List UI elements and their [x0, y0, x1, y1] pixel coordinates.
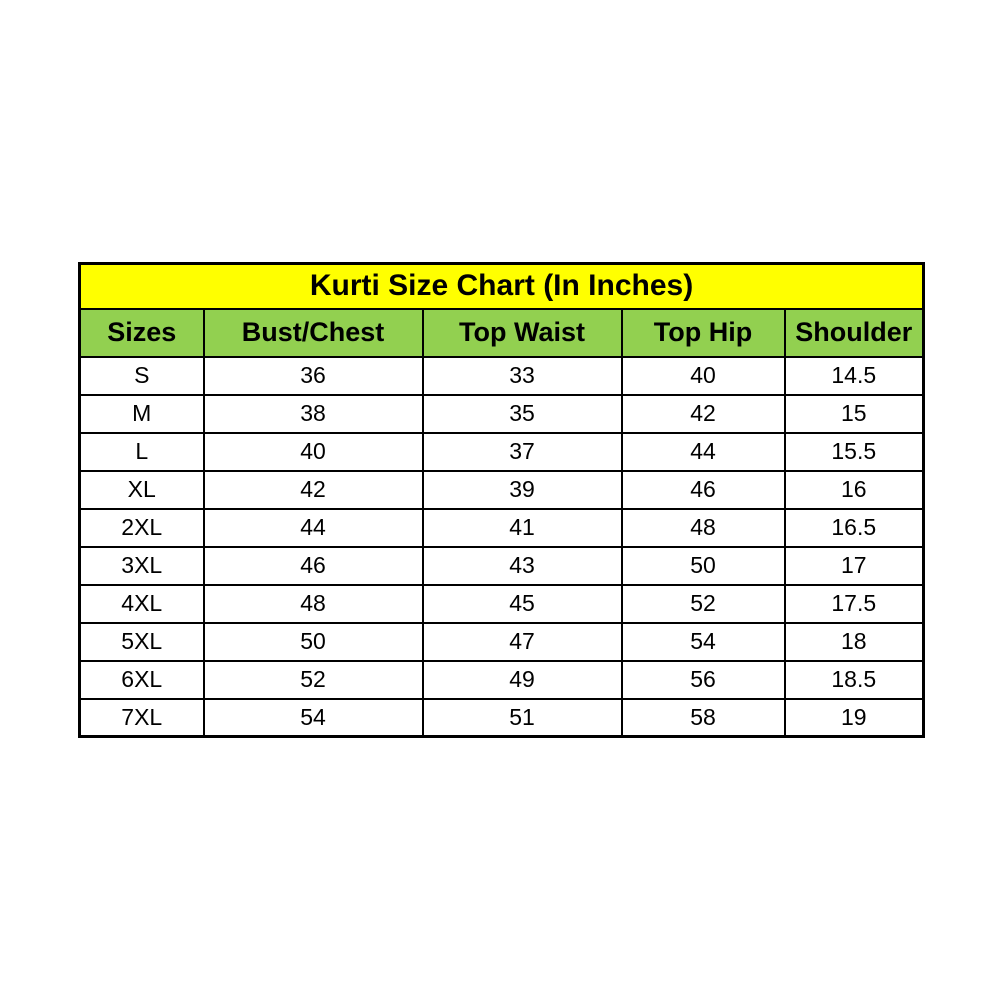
column-header: Top Hip	[620, 307, 786, 358]
size-chart: Kurti Size Chart (In Inches) Sizes Bust/C…	[78, 262, 926, 738]
measurement-cell: 17	[783, 545, 925, 586]
measurement-cell: 45	[421, 583, 623, 624]
measurement-cell: 54	[620, 621, 786, 662]
measurement-cell: 15	[783, 393, 925, 434]
measurement-cell: 43	[421, 545, 623, 586]
table-row: S 36 33 40 14.5	[78, 355, 925, 396]
table-row: 6XL 52 49 56 18.5	[78, 659, 925, 700]
size-cell: L	[78, 431, 205, 472]
measurement-cell: 50	[620, 545, 786, 586]
measurement-cell: 54	[202, 697, 424, 738]
measurement-cell: 42	[620, 393, 786, 434]
size-cell: XL	[78, 469, 205, 510]
size-cell: 7XL	[78, 697, 205, 738]
measurement-cell: 46	[202, 545, 424, 586]
measurement-cell: 47	[421, 621, 623, 662]
measurement-cell: 40	[202, 431, 424, 472]
measurement-cell: 35	[421, 393, 623, 434]
column-header: Bust/Chest	[202, 307, 424, 358]
measurement-cell: 16.5	[783, 507, 925, 548]
measurement-cell: 46	[620, 469, 786, 510]
measurement-cell: 15.5	[783, 431, 925, 472]
title-row: Kurti Size Chart (In Inches)	[78, 262, 925, 310]
table-row: L 40 37 44 15.5	[78, 431, 925, 472]
measurement-cell: 19	[783, 697, 925, 738]
size-cell: 3XL	[78, 545, 205, 586]
size-cell: 4XL	[78, 583, 205, 624]
measurement-cell: 58	[620, 697, 786, 738]
measurement-cell: 38	[202, 393, 424, 434]
table-row: 4XL 48 45 52 17.5	[78, 583, 925, 624]
table-row: 2XL 44 41 48 16.5	[78, 507, 925, 548]
table-body: S 36 33 40 14.5 M 38 35 42 15 L 40 37 44 15.5 XL 42 39 46 1…	[78, 355, 925, 738]
measurement-cell: 14.5	[783, 355, 925, 396]
measurement-cell: 52	[620, 583, 786, 624]
size-cell: 5XL	[78, 621, 205, 662]
measurement-cell: 44	[202, 507, 424, 548]
measurement-cell: 17.5	[783, 583, 925, 624]
measurement-cell: 56	[620, 659, 786, 700]
size-cell: 6XL	[78, 659, 205, 700]
size-cell: 2XL	[78, 507, 205, 548]
measurement-cell: 48	[202, 583, 424, 624]
measurement-cell: 48	[620, 507, 786, 548]
measurement-cell: 18.5	[783, 659, 925, 700]
table-row: 7XL 54 51 58 19	[78, 697, 925, 738]
measurement-cell: 50	[202, 621, 424, 662]
measurement-cell: 33	[421, 355, 623, 396]
measurement-cell: 42	[202, 469, 424, 510]
column-header: Shoulder	[783, 307, 925, 358]
measurement-cell: 36	[202, 355, 424, 396]
measurement-cell: 52	[202, 659, 424, 700]
table-row: M 38 35 42 15	[78, 393, 925, 434]
measurement-cell: 39	[421, 469, 623, 510]
column-header: Top Waist	[421, 307, 623, 358]
table-row: 3XL 46 43 50 17	[78, 545, 925, 586]
measurement-cell: 16	[783, 469, 925, 510]
size-cell: M	[78, 393, 205, 434]
measurement-cell: 49	[421, 659, 623, 700]
size-cell: S	[78, 355, 205, 396]
measurement-cell: 41	[421, 507, 623, 548]
measurement-cell: 51	[421, 697, 623, 738]
table-row: 5XL 50 47 54 18	[78, 621, 925, 662]
table-title: Kurti Size Chart (In Inches)	[78, 262, 925, 310]
table-row: XL 42 39 46 16	[78, 469, 925, 510]
column-header: Sizes	[78, 307, 205, 358]
measurement-cell: 40	[620, 355, 786, 396]
measurement-cell: 44	[620, 431, 786, 472]
header-row: Sizes Bust/Chest Top Waist Top Hip Shoulder	[78, 307, 925, 358]
measurement-cell: 37	[421, 431, 623, 472]
size-chart-table: Kurti Size Chart (In Inches) Sizes Bust/C…	[78, 262, 926, 738]
measurement-cell: 18	[783, 621, 925, 662]
